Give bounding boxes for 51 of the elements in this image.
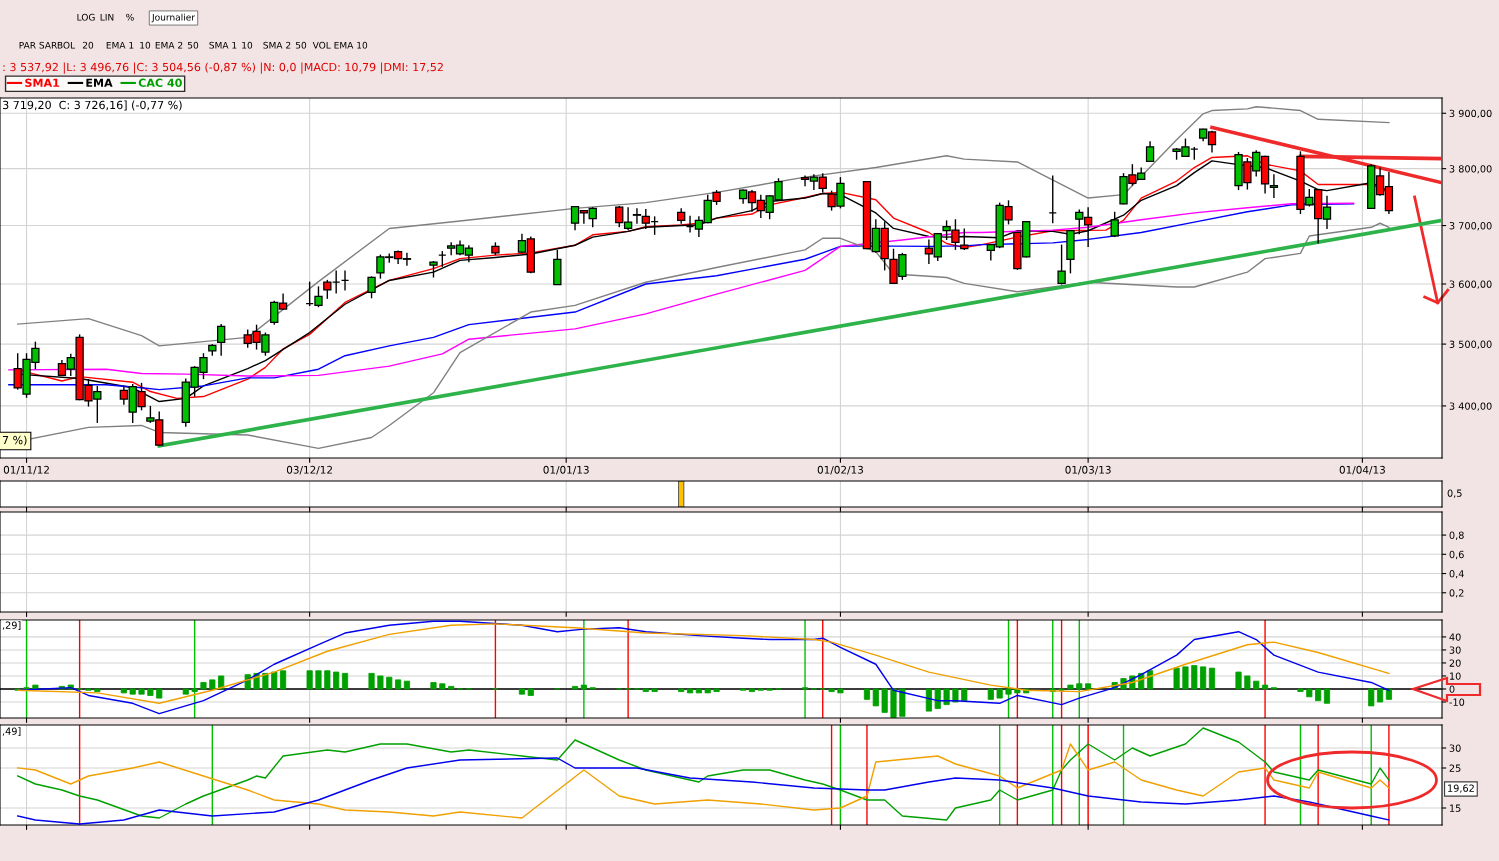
text: 0,5 — [1447, 489, 1462, 498]
text: 10 — [357, 41, 368, 49]
text: 50 — [295, 41, 307, 49]
text: 19,62 — [1448, 784, 1474, 793]
text: EMA 2 — [155, 41, 183, 49]
y-tick-label: 0,8 — [1449, 531, 1464, 540]
y-tick-label: 25 — [1449, 764, 1461, 772]
y-tick-label: 3 600,00 — [1449, 280, 1492, 289]
annotation: ,49] — [2, 727, 21, 736]
legend-label: EMA — [86, 78, 113, 87]
text: LIN — [100, 13, 114, 21]
text: 50 — [187, 41, 199, 49]
chart-title: : 3 537,92 |L: 3 496,76 |C: 3 504,56 (-0,87 %) |N: 0,0 |MACD: 10,79 |DMI: 17,52 — [3, 62, 443, 74]
x-tick-label: 01/02/13 — [817, 465, 863, 475]
x-tick-label: 03/12/12 — [286, 465, 332, 475]
x-tick-label: 01/01/13 — [543, 465, 589, 475]
y-tick-label: 30 — [1449, 646, 1461, 654]
x-tick-label: 01/04/13 — [1339, 465, 1385, 475]
y-tick-label: 3 700,00 — [1449, 222, 1492, 231]
text: LOG — [77, 13, 95, 21]
y-tick-label: -10 — [1449, 698, 1465, 706]
y-tick-label: 30 — [1449, 744, 1461, 752]
text: SMA 1 — [209, 41, 237, 49]
y-tick-label: 3 400,00 — [1449, 402, 1492, 411]
text: % — [126, 13, 134, 21]
y-tick-label: 0,2 — [1449, 589, 1464, 598]
annotation: ,29] — [2, 621, 21, 630]
text: CAC 40 — [138, 78, 182, 87]
text: VOL EMA — [312, 41, 354, 49]
y-tick-label: 3 900,00 — [1449, 109, 1492, 119]
text: 10 — [242, 41, 253, 49]
text: SMA 2 — [263, 41, 291, 49]
x-tick-label: 01/03/13 — [1065, 465, 1111, 475]
text: PAR SAR — [19, 41, 58, 49]
y-tick-label: 3 800,00 — [1449, 165, 1492, 174]
chart-subtitle: 3 719,20 C: 3 726,16] (-0,77 %) — [3, 100, 182, 111]
y-tick-label: 10 — [1450, 672, 1461, 680]
y-tick-label: 20 — [1449, 659, 1461, 667]
y-tick-label: 0 — [1449, 685, 1455, 693]
x-tick-label: 01/11/12 — [3, 465, 49, 475]
text: Journalier — [151, 13, 195, 23]
y-tick-label: 3 500,00 — [1449, 340, 1492, 349]
legend-label: SMA1 — [25, 78, 60, 87]
y-tick-label: 0,4 — [1449, 570, 1464, 579]
y-tick-label: 15 — [1450, 804, 1461, 812]
text: 20 — [82, 41, 94, 49]
y-tick-label: 40 — [1449, 633, 1461, 641]
text: BOL — [57, 41, 76, 49]
y-tick-label: 0,6 — [1449, 550, 1464, 560]
text: EMA 1 — [106, 41, 134, 49]
text: 10 — [140, 41, 151, 49]
